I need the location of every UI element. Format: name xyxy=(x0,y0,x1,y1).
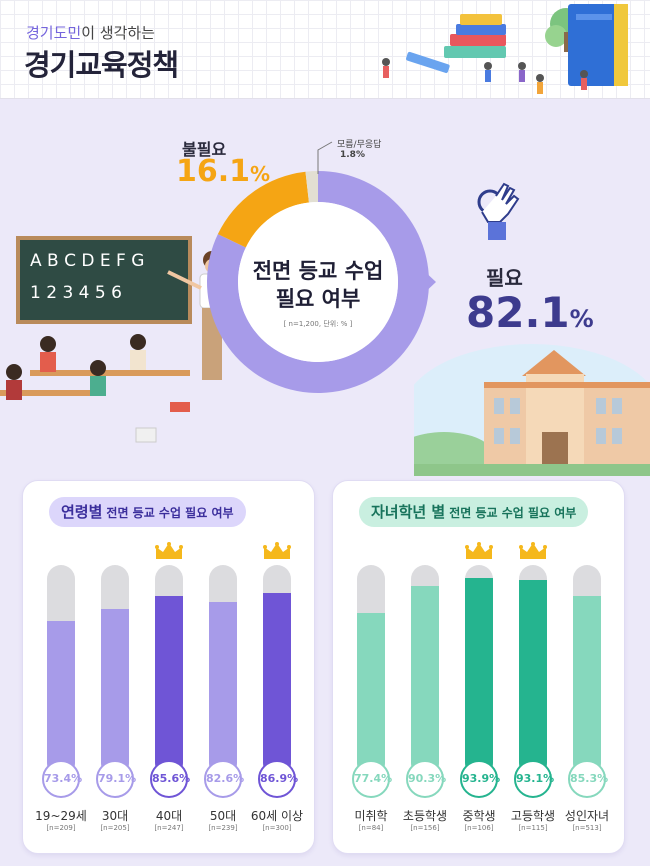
grade-card-title-main: 자녀학년 별 xyxy=(371,503,446,521)
grade-sample-size: [n=84] xyxy=(358,824,384,832)
age-bar xyxy=(209,601,237,777)
grade-category-label: 초등학생 xyxy=(402,809,448,823)
age-sample-size: [n=209] xyxy=(46,824,76,832)
chalkboard xyxy=(16,236,192,324)
donut-center xyxy=(238,202,398,362)
header-illustration xyxy=(382,4,628,94)
grade-bar xyxy=(519,579,547,777)
unknown-leader-line xyxy=(317,141,333,174)
age-bar xyxy=(155,595,183,777)
ok-hand-illustration xyxy=(477,182,520,240)
header-subtitle: 경기도민이 생각하는 xyxy=(26,22,155,43)
age-bar-track xyxy=(263,565,291,777)
age-value-label: 79.1% xyxy=(96,760,136,798)
age-sample-size: [n=205] xyxy=(100,824,130,832)
grade-crown-icon xyxy=(519,542,547,559)
needed-label: 필요 xyxy=(486,266,523,290)
age-crown-icon xyxy=(263,542,291,559)
grade-bar xyxy=(573,596,601,777)
chalkboard-letters: A B C D E F G xyxy=(30,251,144,271)
chalkboard-numbers: 1 2 3 4 5 6 xyxy=(30,283,122,303)
grade-sample-size: [n=106] xyxy=(464,824,494,832)
unneeded-label: 불필요 xyxy=(182,140,227,159)
age-category-label: 19~29세 xyxy=(35,809,87,823)
grade-value-label: 85.3% xyxy=(568,760,608,798)
grade-bar-track xyxy=(573,565,601,777)
grade-bar xyxy=(357,612,385,777)
grade-card-title-sub: 전면 등교 수업 필요 여부 xyxy=(449,506,577,520)
grade-category-label: 고등학생 xyxy=(510,809,556,823)
header: 경기도민이 생각하는 경기교육정책 xyxy=(0,0,650,99)
grade-category-label: 미취학 xyxy=(354,809,388,823)
age-category-label: 50대 xyxy=(209,809,237,823)
age-category-label: 60세 이상 xyxy=(250,809,304,823)
age-card-title-main: 연령별 xyxy=(61,503,103,521)
classroom-illustration: A B C D E F G 1 2 3 4 5 6 xyxy=(0,236,225,443)
grade-value-label: 77.4% xyxy=(352,760,392,798)
needed-pct: % xyxy=(569,305,594,333)
age-bar-track xyxy=(47,565,75,777)
grade-value-label: 90.3% xyxy=(406,760,446,798)
pencil-illustration xyxy=(406,51,450,74)
grade-bar-track xyxy=(465,565,493,777)
page-title: 경기교육정책 xyxy=(24,48,179,82)
age-crown-icon xyxy=(155,542,183,559)
grade-value-label: 93.9% xyxy=(460,760,500,798)
age-category-label: 40대 xyxy=(155,809,183,823)
grade-bar-track xyxy=(411,565,439,777)
grade-crown-icon xyxy=(465,542,493,559)
slice-unneeded xyxy=(217,171,309,248)
donut-chart: 전면 등교 수업 필요 여부 [ n=1,200, 단위: % ] xyxy=(207,141,436,394)
grade-card-title: 자녀학년 별 전면 등교 수업 필요 여부 xyxy=(359,497,589,527)
donut-center-note: [ n=1,200, 단위: % ] xyxy=(284,319,353,328)
unneeded-pct: % xyxy=(250,162,271,186)
grade-sample-size: [n=156] xyxy=(410,824,440,832)
unneeded-value-block: 16.1% xyxy=(176,154,270,189)
donut-center-title-1: 전면 등교 수업 xyxy=(253,259,384,283)
grade-category-label: 중학생 xyxy=(462,809,496,823)
grade-sample-size: [n=115] xyxy=(518,824,548,832)
age-value-label: 86.9% xyxy=(258,760,298,798)
person-illustration xyxy=(382,58,390,66)
age-bar xyxy=(263,592,291,777)
age-value-label: 85.6% xyxy=(150,760,190,798)
slice-unknown xyxy=(305,171,318,203)
age-bar-track xyxy=(101,565,129,777)
book-stack-illustration xyxy=(450,34,506,46)
grade-card: 자녀학년 별 전면 등교 수업 필요 여부 77.4% 미취학 [n=84] 90.3%… xyxy=(332,480,625,854)
donut-arrow xyxy=(421,268,436,296)
grade-value-label: 93.1% xyxy=(514,760,554,798)
donut-center-title-2: 필요 여부 xyxy=(276,287,361,311)
subtitle-rest: 이 생각하는 xyxy=(81,24,155,42)
grade-bar-track xyxy=(519,565,547,777)
grade-bar-track xyxy=(357,565,385,777)
age-bar-track xyxy=(209,565,237,777)
age-bar-track xyxy=(155,565,183,777)
age-bar xyxy=(101,609,129,777)
grade-bar xyxy=(411,585,439,777)
big-book-illustration xyxy=(568,4,622,86)
age-category-label: 30대 xyxy=(101,809,129,823)
unknown-value: 1.8% xyxy=(340,150,365,160)
age-sample-size: [n=239] xyxy=(208,824,238,832)
unneeded-value: 16.1 xyxy=(176,154,251,189)
needed-value: 82.1 xyxy=(466,288,570,337)
age-bar xyxy=(47,621,75,777)
age-card-title: 연령별 전면 등교 수업 필요 여부 xyxy=(49,497,246,527)
age-card-title-sub: 전면 등교 수업 필요 여부 xyxy=(106,506,234,520)
age-sample-size: [n=300] xyxy=(262,824,292,832)
age-card: 연령별 전면 등교 수업 필요 여부 73.4% 19~29세 [n=209] 79.1… xyxy=(22,480,315,854)
unknown-label: 모름/무응답 xyxy=(337,140,382,150)
grade-sample-size: [n=513] xyxy=(572,824,602,832)
students-illustration xyxy=(0,334,190,443)
school-illustration xyxy=(414,344,650,476)
needed-value-block: 82.1% xyxy=(466,288,594,337)
grade-bar xyxy=(465,577,493,777)
subtitle-highlight: 경기도민 xyxy=(26,24,82,42)
age-value-label: 82.6% xyxy=(204,760,244,798)
age-value-label: 73.4% xyxy=(42,760,82,798)
age-sample-size: [n=247] xyxy=(154,824,184,832)
grade-category-label: 성인자녀 xyxy=(564,809,610,823)
